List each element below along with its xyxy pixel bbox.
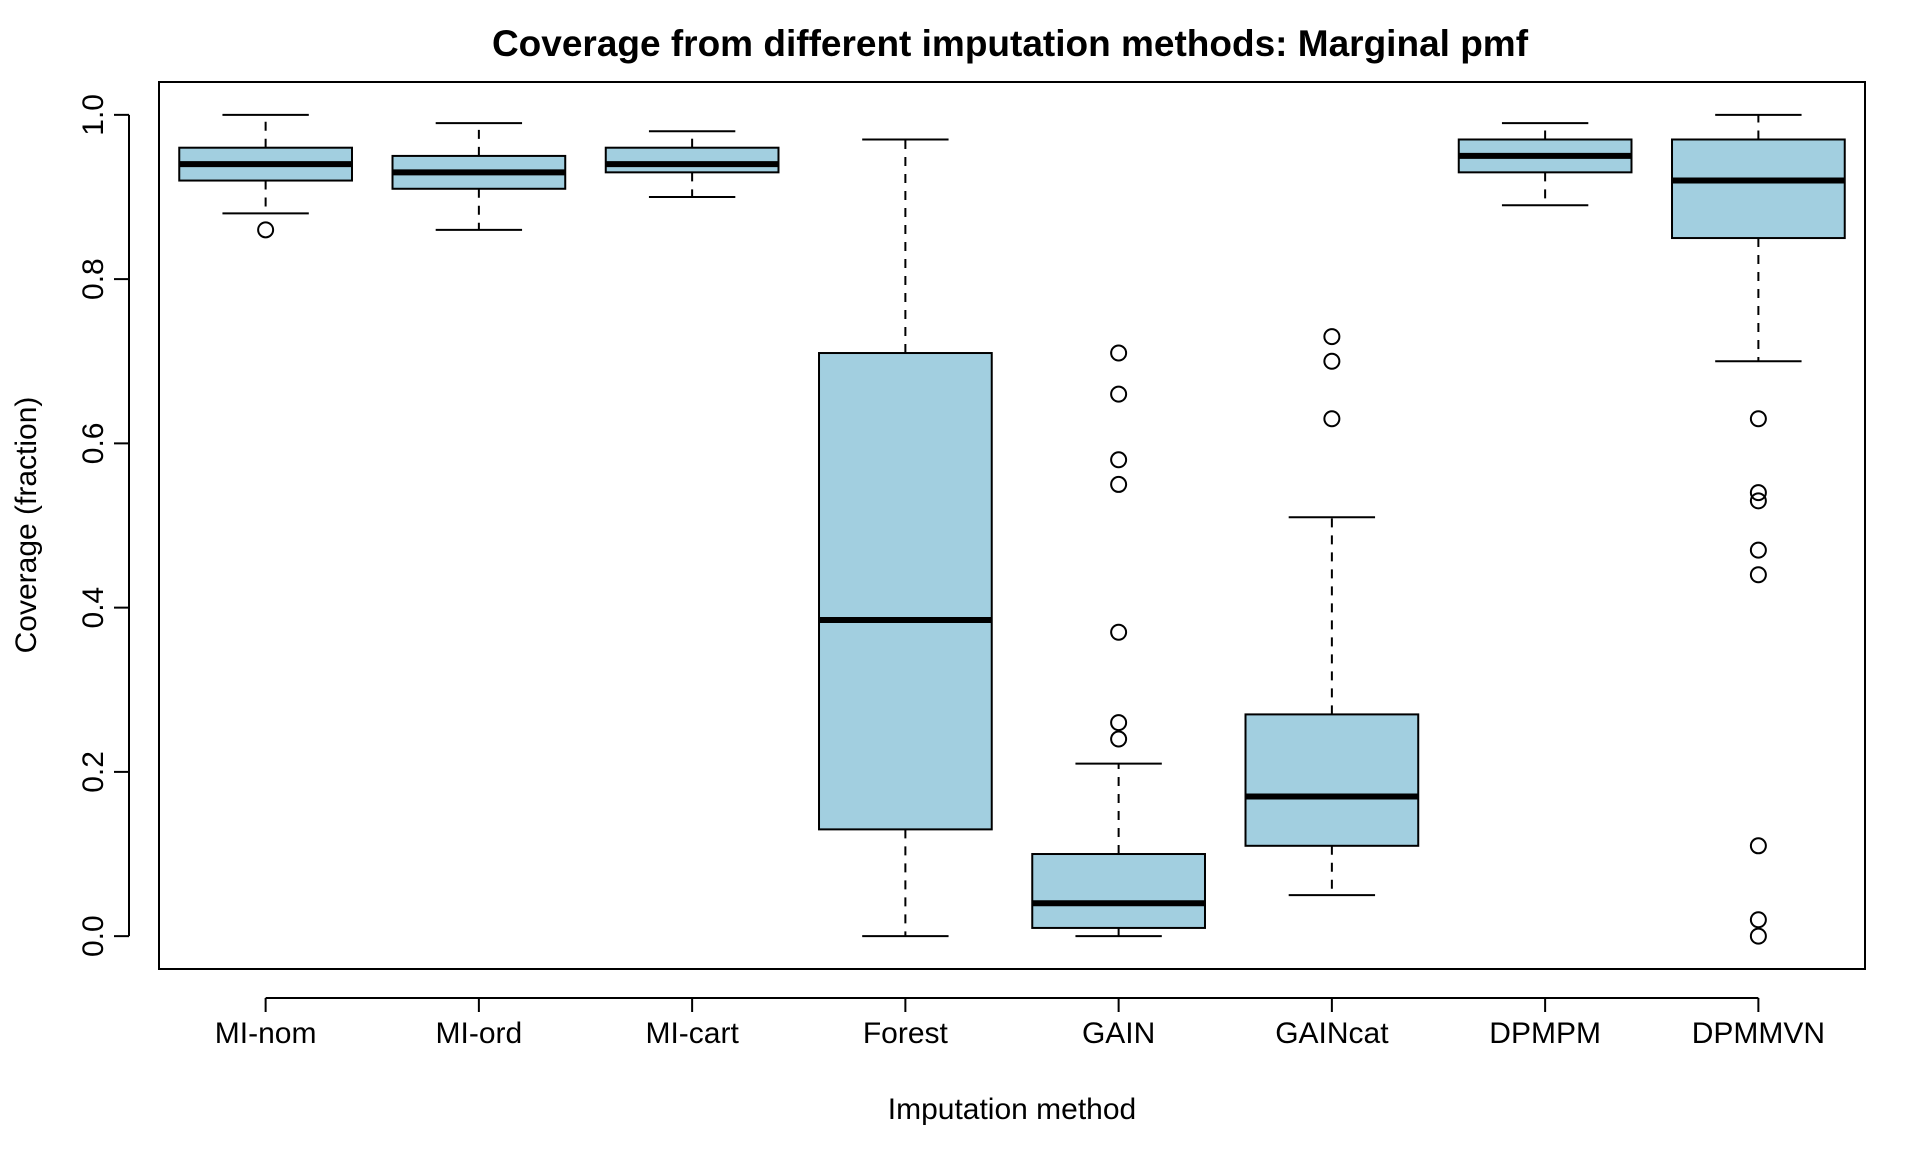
x-tick-label: MI-nom bbox=[215, 1017, 317, 1050]
outlier-point bbox=[1110, 385, 1128, 403]
outlier-point bbox=[1749, 911, 1767, 929]
y-tick-label: 0.4 bbox=[77, 587, 110, 629]
x-tick-label: MI-cart bbox=[645, 1017, 739, 1050]
outlier-point bbox=[1749, 837, 1767, 855]
box-gain bbox=[1031, 344, 1206, 938]
x-tick-label: GAINcat bbox=[1275, 1017, 1389, 1050]
outlier-point bbox=[1110, 714, 1128, 732]
box-mi-cart bbox=[604, 130, 780, 198]
y-tick-label: 1.0 bbox=[77, 94, 110, 136]
x-axis: MI-nom MI-ord MI-cart Forest GAIN GAINcat DPMP… bbox=[215, 997, 1825, 1050]
outlier-point bbox=[1749, 541, 1767, 559]
outlier-point bbox=[1749, 566, 1767, 584]
outlier-point bbox=[1323, 410, 1341, 428]
x-tick-label: DPMPM bbox=[1489, 1017, 1601, 1050]
box-dpmpm bbox=[1457, 122, 1633, 207]
outlier-point bbox=[1749, 484, 1767, 502]
box-iqr bbox=[818, 352, 993, 831]
y-axis: 0.0 0.2 0.4 0.6 0.8 1.0 bbox=[77, 94, 130, 957]
y-tick-label: 0.6 bbox=[77, 423, 110, 465]
outlier-point bbox=[1749, 492, 1767, 510]
x-tick-label: GAIN bbox=[1082, 1017, 1155, 1050]
x-tick-label: Forest bbox=[863, 1017, 949, 1050]
outlier-point bbox=[1110, 344, 1128, 362]
box-mi-ord bbox=[391, 122, 567, 231]
box-iqr bbox=[1244, 713, 1420, 847]
x-axis-label: Imputation method bbox=[888, 1093, 1136, 1126]
x-tick-label: MI-ord bbox=[436, 1017, 523, 1050]
box-mi-nom bbox=[178, 113, 353, 239]
outlier-point bbox=[1110, 730, 1128, 748]
plot-frame bbox=[158, 81, 1866, 970]
outlier-point bbox=[1323, 328, 1341, 346]
box-forest bbox=[818, 138, 993, 938]
box-dpmmvn bbox=[1671, 113, 1846, 945]
x-tick-label: DPMMVN bbox=[1692, 1017, 1825, 1050]
chart-title: Coverage from different imputation metho… bbox=[492, 23, 1529, 64]
y-tick-label: 0.8 bbox=[77, 258, 110, 300]
outlier-point bbox=[1749, 927, 1767, 945]
y-tick-label: 0.2 bbox=[77, 751, 110, 793]
box-gaincat bbox=[1244, 328, 1420, 897]
outlier-point bbox=[1110, 623, 1128, 641]
outlier-point bbox=[1110, 475, 1128, 493]
y-tick-label: 0.0 bbox=[77, 915, 110, 957]
box-iqr bbox=[604, 146, 780, 174]
outlier-point bbox=[1110, 451, 1128, 469]
boxes-group bbox=[178, 113, 1846, 945]
y-axis-label: Coverage (fraction) bbox=[10, 397, 43, 654]
outlier-point bbox=[1323, 352, 1341, 370]
box-iqr bbox=[1031, 853, 1206, 929]
outlier-point bbox=[257, 221, 275, 239]
outlier-point bbox=[1749, 410, 1767, 428]
box-iqr bbox=[1671, 138, 1846, 240]
